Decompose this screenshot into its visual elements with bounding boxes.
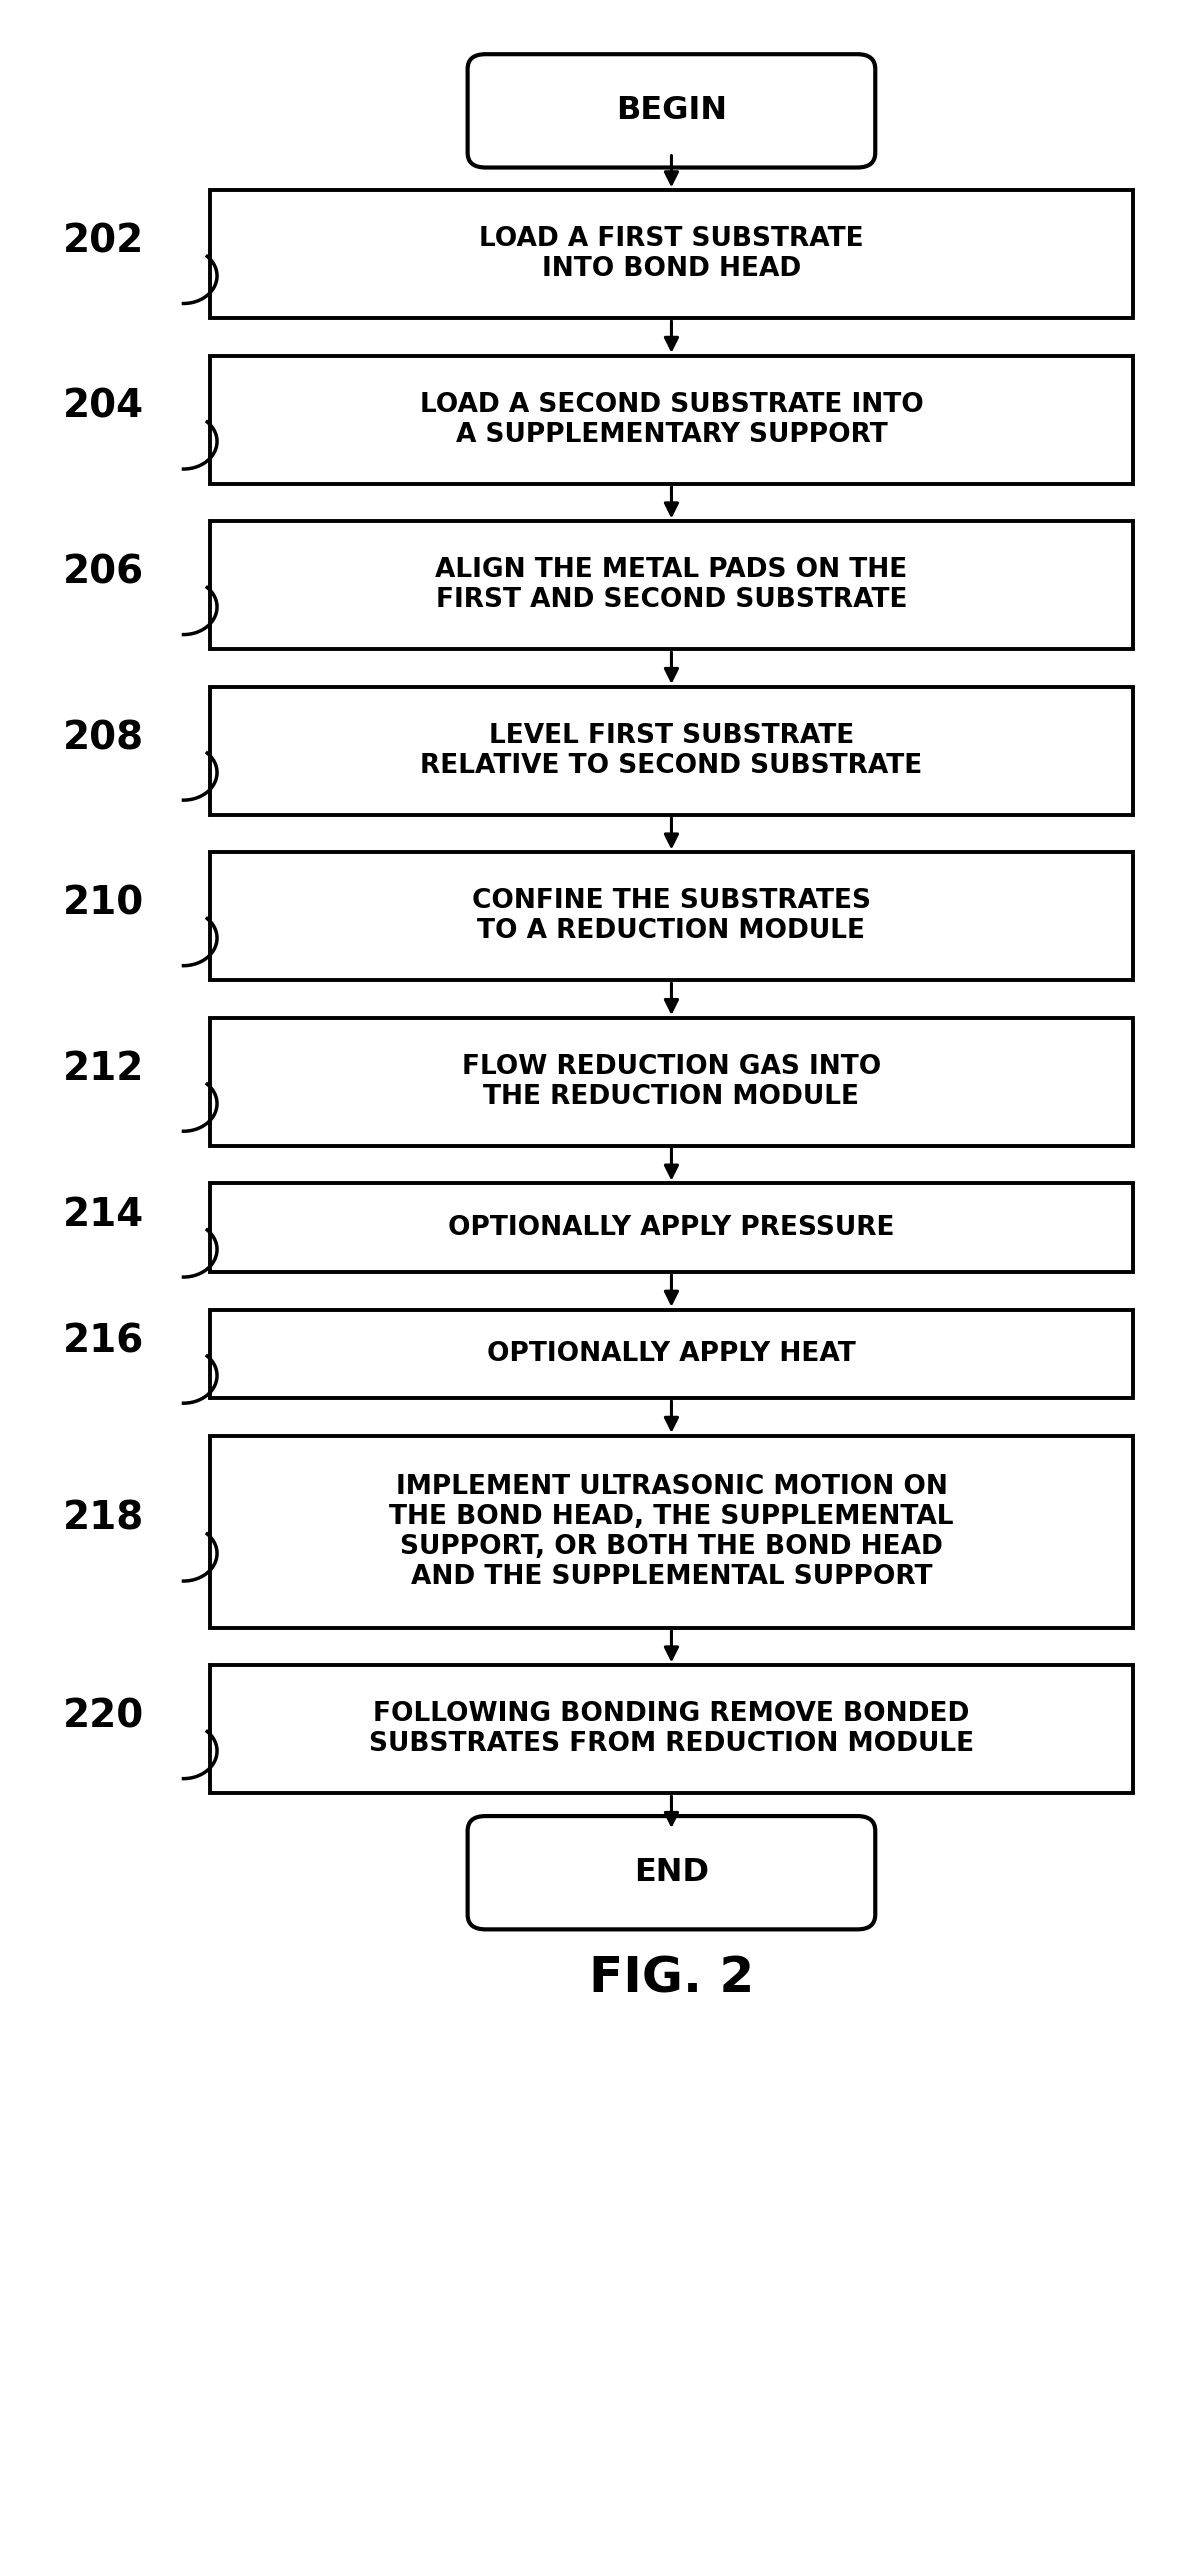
Text: OPTIONALLY APPLY PRESSURE: OPTIONALLY APPLY PRESSURE — [448, 1214, 894, 1240]
FancyBboxPatch shape — [210, 853, 1133, 981]
Text: 212: 212 — [62, 1050, 144, 1089]
FancyBboxPatch shape — [468, 1816, 875, 1929]
Text: BEGIN: BEGIN — [616, 95, 727, 126]
Text: ALIGN THE METAL PADS ON THE
FIRST AND SECOND SUBSTRATE: ALIGN THE METAL PADS ON THE FIRST AND SE… — [435, 559, 908, 612]
FancyBboxPatch shape — [210, 1435, 1133, 1627]
Text: OPTIONALLY APPLY HEAT: OPTIONALLY APPLY HEAT — [487, 1340, 856, 1368]
Text: 210: 210 — [62, 884, 144, 922]
FancyBboxPatch shape — [210, 1309, 1133, 1399]
FancyBboxPatch shape — [468, 54, 875, 167]
Text: 206: 206 — [62, 553, 144, 592]
Text: LEVEL FIRST SUBSTRATE
RELATIVE TO SECOND SUBSTRATE: LEVEL FIRST SUBSTRATE RELATIVE TO SECOND… — [421, 722, 922, 779]
FancyBboxPatch shape — [210, 356, 1133, 484]
Text: 218: 218 — [62, 1499, 144, 1537]
FancyBboxPatch shape — [210, 190, 1133, 318]
Text: 204: 204 — [62, 387, 144, 425]
Text: FIG. 2: FIG. 2 — [589, 1955, 754, 2003]
Text: 220: 220 — [62, 1699, 144, 1734]
Text: CONFINE THE SUBSTRATES
TO A REDUCTION MODULE: CONFINE THE SUBSTRATES TO A REDUCTION MO… — [472, 889, 870, 945]
Text: FOLLOWING BONDING REMOVE BONDED
SUBSTRATES FROM REDUCTION MODULE: FOLLOWING BONDING REMOVE BONDED SUBSTRAT… — [369, 1701, 974, 1758]
FancyBboxPatch shape — [210, 1017, 1133, 1145]
Text: FLOW REDUCTION GAS INTO
THE REDUCTION MODULE: FLOW REDUCTION GAS INTO THE REDUCTION MO… — [462, 1053, 881, 1109]
FancyBboxPatch shape — [210, 1665, 1133, 1793]
Text: LOAD A FIRST SUBSTRATE
INTO BOND HEAD: LOAD A FIRST SUBSTRATE INTO BOND HEAD — [480, 225, 863, 282]
Text: 216: 216 — [62, 1322, 144, 1360]
Text: 202: 202 — [62, 223, 144, 261]
Text: 208: 208 — [62, 720, 144, 756]
FancyBboxPatch shape — [210, 1184, 1133, 1273]
Text: IMPLEMENT ULTRASONIC MOTION ON
THE BOND HEAD, THE SUPPLEMENTAL
SUPPORT, OR BOTH : IMPLEMENT ULTRASONIC MOTION ON THE BOND … — [390, 1473, 953, 1591]
FancyBboxPatch shape — [210, 520, 1133, 648]
FancyBboxPatch shape — [210, 687, 1133, 815]
Text: 214: 214 — [62, 1196, 144, 1235]
Text: END: END — [634, 1857, 709, 1888]
Text: LOAD A SECOND SUBSTRATE INTO
A SUPPLEMENTARY SUPPORT: LOAD A SECOND SUBSTRATE INTO A SUPPLEMEN… — [420, 392, 923, 448]
